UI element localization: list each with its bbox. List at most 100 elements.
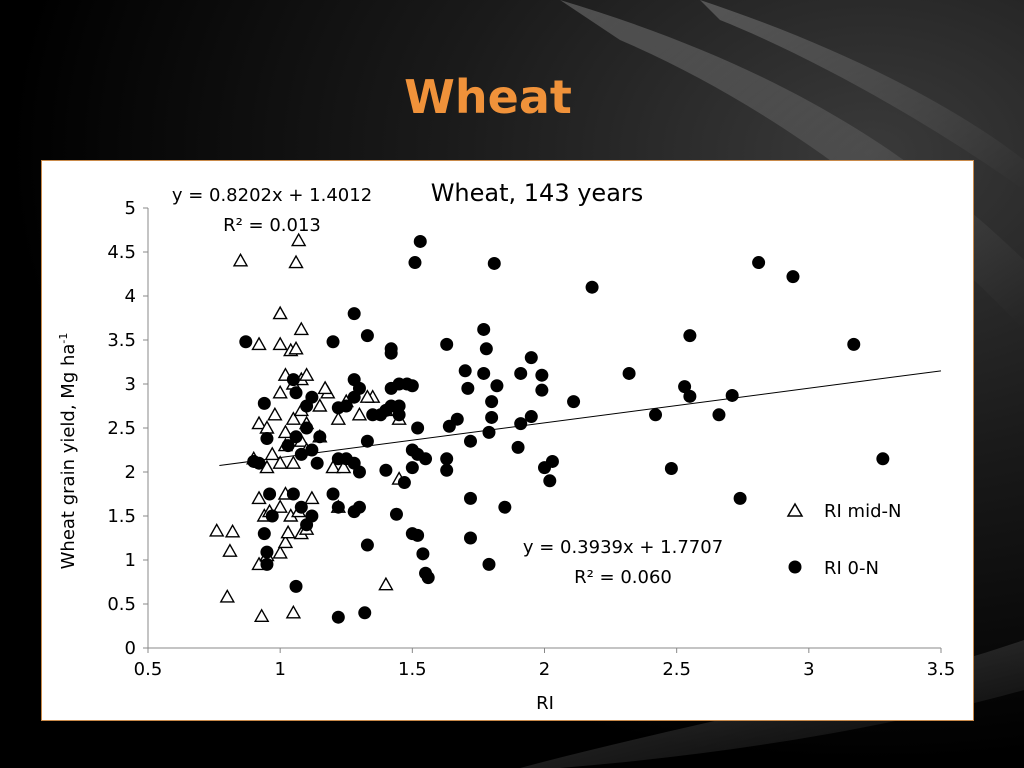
point-0-n bbox=[458, 364, 472, 378]
point-0-n bbox=[294, 447, 308, 461]
point-mid-n bbox=[251, 336, 267, 351]
point-0-n bbox=[524, 351, 538, 365]
point-mid-n bbox=[288, 254, 304, 269]
point-mid-n bbox=[293, 321, 310, 336]
point-0-n bbox=[752, 256, 766, 270]
point-0-n bbox=[545, 454, 559, 468]
point-0-n bbox=[733, 491, 747, 505]
point-0-n bbox=[421, 571, 435, 585]
point-0-n bbox=[461, 381, 475, 395]
eq-mid-n: y = 0.8202x + 1.4012 bbox=[172, 185, 372, 206]
point-0-n bbox=[339, 399, 353, 413]
y-tick-label: 1 bbox=[125, 550, 136, 571]
point-mid-n bbox=[264, 446, 280, 461]
point-mid-n bbox=[277, 424, 294, 439]
legend-label-0-n: RI 0-N bbox=[824, 558, 879, 579]
chart-panel: Wheat, 143 years Wheat grain yield, Mg h… bbox=[41, 160, 974, 721]
point-0-n bbox=[289, 430, 303, 444]
point-0-n bbox=[411, 528, 425, 542]
point-0-n bbox=[524, 410, 538, 424]
axes: 00.511.522.533.544.550.5 1 1.5 2 2.5 3 3.5 bbox=[107, 198, 955, 680]
point-0-n bbox=[463, 434, 477, 448]
point-mid-n bbox=[251, 415, 267, 430]
point-0-n bbox=[482, 557, 496, 571]
point-0-n bbox=[358, 606, 372, 620]
y-tick-label: 0.5 bbox=[107, 594, 136, 615]
legend-marker-mid-n bbox=[786, 502, 804, 517]
point-mid-n bbox=[280, 524, 296, 539]
point-mid-n bbox=[359, 389, 376, 403]
point-0-n bbox=[392, 408, 406, 422]
point-0-n bbox=[477, 366, 491, 380]
point-0-n bbox=[405, 379, 419, 393]
point-0-n bbox=[384, 346, 398, 360]
point-0-n bbox=[535, 368, 549, 382]
point-mid-n bbox=[285, 604, 302, 619]
point-mid-n bbox=[253, 608, 270, 623]
point-0-n bbox=[664, 461, 678, 475]
point-mid-n bbox=[209, 523, 225, 537]
point-0-n bbox=[286, 487, 300, 501]
point-0-n bbox=[260, 557, 274, 571]
point-0-n bbox=[257, 396, 271, 410]
y-axis-label-main: Wheat grain yield, Mg ha bbox=[58, 344, 79, 570]
y-tick-label: 2 bbox=[125, 462, 136, 483]
point-0-n bbox=[482, 425, 496, 439]
y-tick-label: 2.5 bbox=[107, 418, 136, 439]
point-0-n bbox=[247, 454, 261, 468]
point-0-n bbox=[263, 487, 277, 501]
point-mid-n bbox=[267, 406, 283, 421]
point-mid-n bbox=[224, 523, 241, 538]
point-mid-n bbox=[330, 411, 347, 425]
point-0-n bbox=[712, 408, 726, 422]
point-0-n bbox=[397, 476, 411, 490]
eq-0-n: y = 0.3939x + 1.7707 bbox=[523, 537, 723, 558]
point-0-n bbox=[786, 270, 800, 284]
y-tick-label: 3.5 bbox=[107, 330, 136, 351]
point-0-n bbox=[479, 342, 493, 356]
point-0-n bbox=[440, 463, 454, 477]
y-tick-label: 0 bbox=[125, 638, 136, 659]
point-mid-n bbox=[351, 406, 368, 421]
point-0-n bbox=[305, 443, 319, 457]
slide-title: Wheat bbox=[404, 70, 572, 124]
point-0-n bbox=[683, 389, 697, 403]
point-0-n bbox=[490, 379, 504, 393]
legend: RI mid-N RI 0-N bbox=[786, 501, 901, 579]
x-tick-label: 3.5 bbox=[927, 659, 956, 680]
point-mid-n bbox=[288, 340, 304, 355]
point-0-n bbox=[286, 373, 300, 387]
point-0-n bbox=[408, 256, 422, 270]
x-tick-label: 1 bbox=[274, 659, 285, 680]
point-0-n bbox=[876, 452, 890, 466]
point-0-n bbox=[567, 395, 581, 409]
point-mid-n bbox=[222, 543, 238, 557]
r2-mid-n: R² = 0.013 bbox=[223, 215, 321, 236]
point-0-n bbox=[683, 329, 697, 343]
point-0-n bbox=[485, 395, 499, 409]
point-0-n bbox=[265, 509, 279, 523]
y-axis-label-sup: -1 bbox=[57, 333, 70, 344]
point-0-n bbox=[313, 430, 327, 444]
point-mid-n bbox=[304, 490, 320, 505]
point-0-n bbox=[352, 381, 366, 395]
point-mid-n bbox=[325, 459, 341, 474]
point-0-n bbox=[300, 421, 314, 435]
scatter-chart: Wheat, 143 years Wheat grain yield, Mg h… bbox=[57, 179, 955, 714]
point-0-n bbox=[326, 487, 340, 501]
point-0-n bbox=[514, 366, 528, 380]
point-0-n bbox=[511, 440, 525, 454]
point-0-n bbox=[413, 234, 427, 248]
point-0-n bbox=[294, 500, 308, 514]
data-points bbox=[209, 232, 890, 624]
x-tick-label: 2 bbox=[539, 659, 550, 680]
point-0-n bbox=[326, 335, 340, 349]
y-tick-label: 4 bbox=[125, 286, 136, 307]
point-mid-n bbox=[298, 367, 315, 381]
point-0-n bbox=[649, 408, 663, 422]
trendlines bbox=[219, 370, 942, 466]
x-tick-label: 3 bbox=[803, 659, 814, 680]
point-0-n bbox=[725, 388, 739, 402]
point-0-n bbox=[239, 335, 253, 349]
point-0-n bbox=[379, 463, 393, 477]
